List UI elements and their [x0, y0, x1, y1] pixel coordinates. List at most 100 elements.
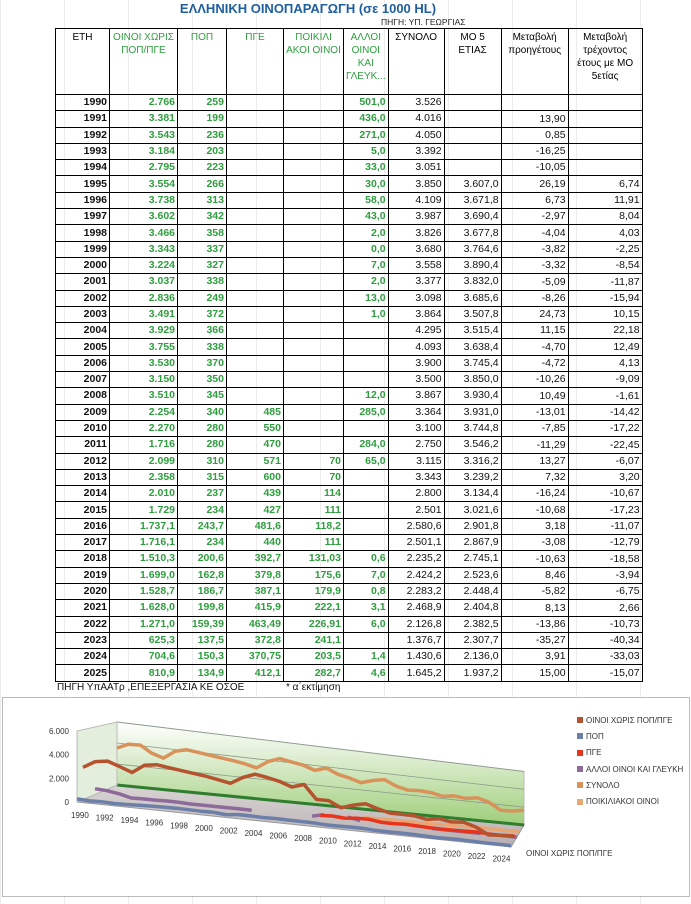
cell-pgi[interactable]: 370,75: [226, 648, 284, 666]
cell-total[interactable]: 3.526: [387, 93, 445, 112]
cell-other-wines[interactable]: [343, 517, 389, 536]
cell-other-wines[interactable]: 30,0: [343, 175, 389, 193]
cell-year[interactable]: 2001: [55, 273, 110, 291]
cell-pdo[interactable]: 358: [177, 224, 227, 242]
cell-year[interactable]: 2025: [55, 664, 110, 682]
cell-year[interactable]: 1996: [55, 191, 110, 210]
cell-pgi[interactable]: [226, 126, 284, 144]
cell-total[interactable]: 3.115: [387, 452, 445, 470]
cell-other-wines[interactable]: 284,0: [343, 436, 389, 454]
cell-pdo[interactable]: 350: [177, 371, 227, 389]
cell-wines-no-pdo-pgi[interactable]: 1.716,1: [109, 534, 178, 552]
cell-pgi[interactable]: [226, 322, 284, 340]
cell-five-year-avg[interactable]: 3.515,4: [443, 322, 502, 340]
cell-change-prev-year[interactable]: [500, 93, 569, 112]
cell-varietal[interactable]: 70: [283, 452, 344, 470]
cell-other-wines[interactable]: [343, 631, 389, 650]
cell-change-prev-year[interactable]: -10,26: [500, 371, 569, 389]
cell-pdo[interactable]: 223: [177, 159, 227, 177]
cell-total[interactable]: 3.680: [387, 240, 445, 258]
cell-five-year-avg[interactable]: 1.937,2: [443, 664, 502, 682]
cell-change-prev-year[interactable]: -13,01: [500, 403, 569, 421]
cell-wines-no-pdo-pgi[interactable]: 3.554: [109, 175, 178, 193]
cell-five-year-avg[interactable]: 3.850,0: [443, 371, 502, 389]
cell-other-wines[interactable]: 436,0: [343, 110, 389, 128]
cell-wines-no-pdo-pgi[interactable]: 1.271,0: [109, 615, 178, 633]
cell-year[interactable]: 1992: [55, 126, 110, 144]
cell-total[interactable]: 2.126,8: [387, 615, 445, 633]
cell-change-vs-avg[interactable]: 2,66: [567, 599, 643, 617]
cell-pgi[interactable]: [226, 191, 284, 210]
cell-change-vs-avg[interactable]: -11,87: [567, 273, 643, 291]
cell-pgi[interactable]: [226, 240, 284, 258]
cell-year[interactable]: 2017: [55, 534, 110, 552]
cell-pgi[interactable]: [226, 354, 284, 373]
cell-pdo[interactable]: 340: [177, 403, 227, 421]
cell-year[interactable]: 2020: [55, 582, 110, 601]
cell-total[interactable]: 3.100: [387, 419, 445, 438]
cell-varietal[interactable]: [283, 419, 344, 438]
cell-pdo[interactable]: 134,9: [177, 664, 227, 682]
cell-change-prev-year[interactable]: -5,82: [500, 582, 569, 601]
cell-total[interactable]: 1.645,2: [387, 664, 445, 682]
cell-other-wines[interactable]: [343, 419, 389, 438]
cell-pgi[interactable]: [226, 371, 284, 389]
cell-year[interactable]: 2006: [55, 354, 110, 373]
cell-wines-no-pdo-pgi[interactable]: 3.150: [109, 371, 178, 389]
cell-wines-no-pdo-pgi[interactable]: 704,6: [109, 648, 178, 666]
cell-year[interactable]: 1999: [55, 240, 110, 258]
cell-varietal[interactable]: [283, 240, 344, 258]
cell-change-vs-avg[interactable]: -8,54: [567, 256, 643, 275]
cell-pdo[interactable]: 150,3: [177, 648, 227, 666]
cell-five-year-avg[interactable]: 2.136,0: [443, 648, 502, 666]
cell-five-year-avg[interactable]: [443, 142, 502, 161]
cell-pdo[interactable]: 243,7: [177, 517, 227, 536]
cell-other-wines[interactable]: 0,8: [343, 582, 389, 601]
cell-varietal[interactable]: [283, 191, 344, 210]
cell-year[interactable]: 2003: [55, 305, 110, 324]
cell-other-wines[interactable]: 0,6: [343, 550, 389, 568]
cell-varietal[interactable]: 203,5: [283, 648, 344, 666]
cell-other-wines[interactable]: [343, 322, 389, 340]
cell-other-wines[interactable]: 285,0: [343, 403, 389, 421]
cell-wines-no-pdo-pgi[interactable]: 3.224: [109, 256, 178, 275]
cell-varietal[interactable]: [283, 175, 344, 193]
cell-wines-no-pdo-pgi[interactable]: 1.729: [109, 501, 178, 519]
cell-pgi[interactable]: 600: [226, 468, 284, 487]
cell-pgi[interactable]: 463,49: [226, 615, 284, 633]
cell-pgi[interactable]: 440: [226, 534, 284, 552]
cell-change-prev-year[interactable]: -10,05: [500, 159, 569, 177]
cell-pdo[interactable]: 366: [177, 322, 227, 340]
cell-five-year-avg[interactable]: 2.745,1: [443, 550, 502, 568]
cell-change-prev-year[interactable]: -3,08: [500, 534, 569, 552]
cell-total[interactable]: 4.295: [387, 322, 445, 340]
cell-year[interactable]: 2007: [55, 371, 110, 389]
cell-pdo[interactable]: 199,8: [177, 599, 227, 617]
cell-change-vs-avg[interactable]: -3,94: [567, 566, 643, 584]
cell-change-prev-year[interactable]: -16,25: [500, 142, 569, 161]
cell-change-vs-avg[interactable]: -10,67: [567, 485, 643, 503]
cell-change-prev-year[interactable]: -2,97: [500, 208, 569, 226]
cell-wines-no-pdo-pgi[interactable]: 2.270: [109, 419, 178, 438]
cell-pgi[interactable]: 412,1: [226, 664, 284, 682]
cell-total[interactable]: 3.051: [387, 159, 445, 177]
cell-wines-no-pdo-pgi[interactable]: 3.491: [109, 305, 178, 324]
cell-pgi[interactable]: [226, 289, 284, 307]
cell-varietal[interactable]: 282,7: [283, 664, 344, 682]
cell-change-vs-avg[interactable]: -1,61: [567, 387, 643, 405]
cell-varietal[interactable]: 179,9: [283, 582, 344, 601]
cell-change-vs-avg[interactable]: -17,22: [567, 419, 643, 438]
cell-wines-no-pdo-pgi[interactable]: 2.836: [109, 289, 178, 307]
cell-change-vs-avg[interactable]: -10,73: [567, 615, 643, 633]
cell-other-wines[interactable]: 4,6: [343, 664, 389, 682]
cell-other-wines[interactable]: [343, 338, 389, 356]
cell-varietal[interactable]: [283, 354, 344, 373]
cell-total[interactable]: 4.050: [387, 126, 445, 144]
cell-other-wines[interactable]: [343, 534, 389, 552]
cell-pgi[interactable]: 392,7: [226, 550, 284, 568]
col-header-change-prev[interactable]: Μεταβολή προηγέτους: [500, 28, 569, 95]
cell-pdo[interactable]: 200,6: [177, 550, 227, 568]
cell-pdo[interactable]: 266: [177, 175, 227, 193]
cell-change-vs-avg[interactable]: -2,25: [567, 240, 643, 258]
cell-wines-no-pdo-pgi[interactable]: 1.628,0: [109, 599, 178, 617]
